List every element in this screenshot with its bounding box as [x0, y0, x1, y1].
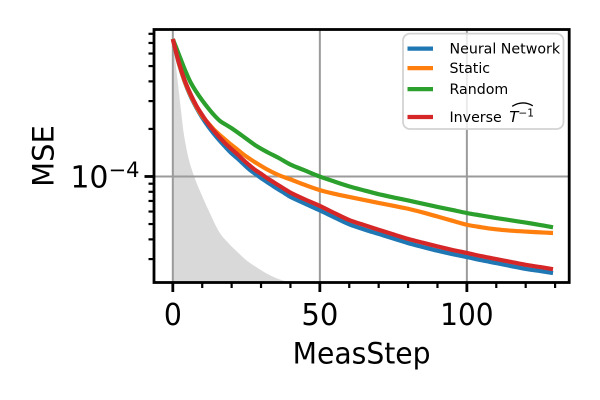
- legend-entry-blue: Neural Network: [407, 42, 561, 58]
- legend-entry-red: Inverse T−1: [407, 102, 534, 127]
- x-tick-label-50: 50: [301, 298, 338, 333]
- shaded-region-path: [172, 38, 294, 283]
- legend-entry-orange: Static: [407, 61, 491, 77]
- legend-box: [402, 32, 565, 130]
- legend-entry-green: Random: [407, 82, 509, 98]
- data-curves: [170, 38, 554, 276]
- widehat-accent: [511, 102, 534, 107]
- y-tick-labels: 10−4: [70, 158, 139, 196]
- axis-ticks: [144, 32, 557, 292]
- axes-spines: [152, 28, 571, 284]
- legend: Neural Network Static Random Inverse T−1: [402, 32, 565, 130]
- plot-border: [152, 28, 571, 284]
- shaded-lower-bound-region: [172, 38, 294, 283]
- legend-label-green: Random: [450, 82, 509, 98]
- y-tick-label-1e-4: 10−4: [70, 158, 139, 196]
- x-axis-label: MeasStep: [293, 337, 431, 371]
- legend-label-red: Inverse T−1: [450, 108, 534, 127]
- curve-green: [170, 38, 554, 230]
- legend-label-blue: Neural Network: [450, 42, 561, 58]
- x-tick-label-100: 100: [440, 298, 494, 333]
- legend-label-orange: Static: [450, 61, 491, 77]
- y-axis-label: MSE: [27, 125, 61, 187]
- x-tick-label-0: 0: [164, 298, 182, 333]
- x-tick-labels: 0 50 100: [164, 298, 494, 333]
- curve-red: [170, 38, 554, 272]
